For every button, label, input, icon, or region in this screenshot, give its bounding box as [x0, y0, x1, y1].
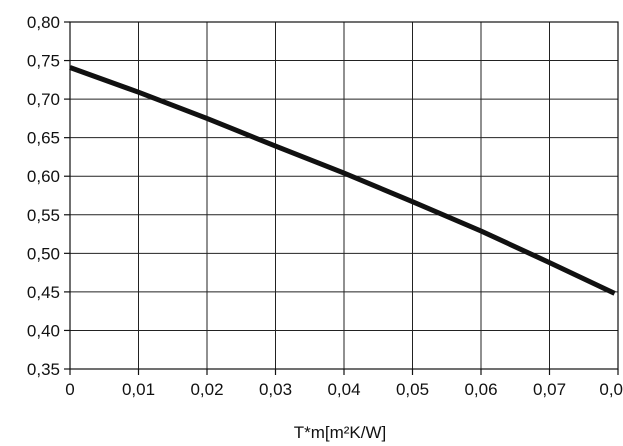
y-tick-label: 0,65 — [27, 129, 60, 148]
x-axis-title: T*m[m²K/W] — [294, 423, 387, 442]
y-tick-label: 0,60 — [27, 167, 60, 186]
y-tick-label: 0,55 — [27, 206, 60, 225]
x-tick-label: 0,06 — [464, 380, 497, 399]
x-tick-label: 0,05 — [396, 380, 429, 399]
series-layer — [69, 65, 616, 296]
series-line — [69, 65, 616, 296]
y-tick-label: 0,75 — [27, 52, 60, 71]
y-tick-label: 0,40 — [27, 321, 60, 340]
x-tick-label: 0,03 — [259, 380, 292, 399]
x-axis: 0 0,01 0,02 0,03 0,04 0,05 0,06 0,07 0,0 — [65, 369, 623, 399]
x-tick-label: 0,04 — [327, 380, 360, 399]
y-tick-label: 0,70 — [27, 90, 60, 109]
grid — [69, 21, 619, 370]
x-tick-label: 0,07 — [533, 380, 566, 399]
y-tick-label: 0,45 — [27, 283, 60, 302]
y-tick-label: 0,35 — [27, 360, 60, 379]
x-tick-label: 0,02 — [190, 380, 223, 399]
x-tick-label: 0,01 — [122, 380, 155, 399]
y-tick-label: 0,50 — [27, 244, 60, 263]
y-axis: 0,35 0,40 0,45 0,50 0,55 0,60 0,65 0,70 0,75 0,80 — [27, 13, 70, 379]
y-tick-label: 0,80 — [27, 13, 60, 32]
x-tick-label: 0 — [65, 380, 74, 399]
x-tick-label: 0,0 — [599, 380, 623, 399]
